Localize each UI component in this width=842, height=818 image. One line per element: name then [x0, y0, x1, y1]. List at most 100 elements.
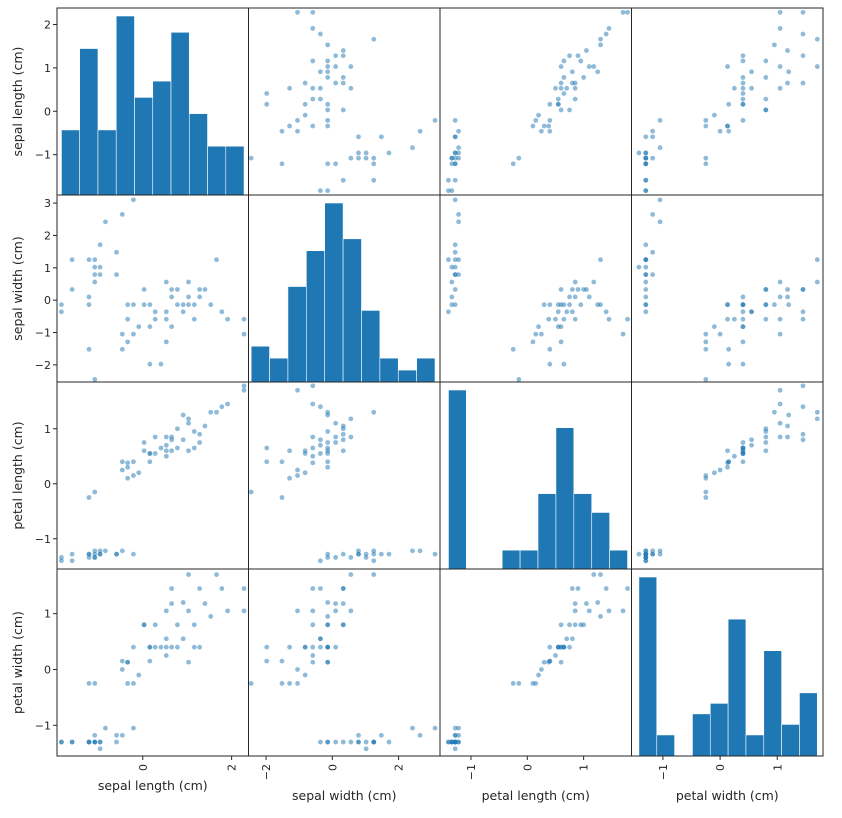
scatter-point [785, 48, 790, 53]
scatter-point [777, 25, 783, 31]
scatter-point [310, 25, 316, 31]
scatter-point [371, 739, 377, 745]
scatter-point [169, 287, 175, 292]
scatter-point [325, 600, 331, 605]
scatter-point [371, 177, 377, 183]
scatter-point [325, 429, 331, 434]
scatter-point [449, 188, 455, 194]
scatter-point [530, 339, 536, 345]
panel-frame [631, 7, 824, 196]
scatter-point [310, 9, 316, 15]
scatter-point [295, 467, 300, 473]
scatter-point [516, 377, 522, 382]
scatter-point [584, 287, 589, 292]
scatter-point [114, 732, 119, 738]
scatter-point [386, 150, 392, 156]
scatter-point [606, 608, 612, 614]
scatter-point [657, 117, 663, 123]
scatter-point [136, 672, 142, 678]
hist-bar [519, 549, 539, 569]
scatter-point [449, 279, 455, 285]
scatter-point [92, 264, 98, 270]
scatter-point [208, 614, 214, 619]
scatter-point [340, 48, 346, 53]
scatter-point [591, 279, 597, 285]
scatter-point [558, 659, 564, 665]
scatter-point [581, 75, 587, 80]
scatter-point [69, 558, 75, 564]
scatter-point [643, 161, 649, 167]
scatter-point [452, 746, 458, 752]
scatter-point [103, 219, 108, 225]
scatter-point [800, 431, 806, 437]
scatter-point [197, 294, 203, 300]
scatter-point [777, 64, 783, 69]
scatter-point [786, 412, 792, 418]
scatter-point [333, 53, 339, 59]
panel-content [446, 9, 630, 194]
scatter-point [356, 551, 361, 557]
scatter-point [555, 96, 561, 102]
scatter-point [295, 473, 300, 478]
scatter-point [325, 409, 331, 415]
scatter-point [333, 420, 339, 426]
scatter-point [595, 69, 601, 75]
scatter-point [208, 409, 214, 415]
scatter-point [763, 75, 769, 80]
scatter-point [295, 681, 300, 686]
scatter-point [186, 659, 191, 665]
scatter-point [643, 558, 649, 564]
scatter-point [302, 448, 308, 454]
scatter-point [131, 302, 136, 308]
scatter-point [191, 644, 197, 650]
scatter-point [287, 644, 292, 650]
scatter-point [310, 460, 316, 466]
scatter-point [650, 548, 656, 554]
scatter-point [800, 80, 806, 86]
scatter-point [97, 739, 103, 745]
scatter-point [363, 150, 369, 156]
scatter-point [726, 361, 732, 367]
scatter-point [726, 101, 732, 107]
panel-content [248, 9, 438, 194]
scatter-point [553, 653, 558, 658]
scatter-point [103, 725, 108, 731]
scatter-point [763, 96, 769, 102]
scatter-point [356, 732, 361, 738]
scatter-point [333, 64, 339, 69]
scatter-point [158, 445, 164, 451]
y-tick-label: 2 [44, 229, 51, 242]
scatter-point [452, 739, 458, 745]
scatter-point [175, 287, 180, 292]
y-axis-label: sepal width (cm) [10, 236, 25, 340]
hist-bar [269, 357, 289, 382]
scatter-point [740, 302, 746, 308]
x-tick-label: 1 [771, 764, 784, 771]
scatter-point [446, 257, 451, 263]
hist-bar [134, 97, 154, 195]
scatter-point [279, 658, 285, 664]
scatter-point [620, 9, 626, 15]
scatter-point [197, 586, 203, 591]
hist-bar [361, 310, 381, 382]
scatter-point [446, 177, 451, 183]
scatter-point [569, 69, 575, 75]
scatter-point [777, 294, 783, 300]
scatter-point [340, 448, 346, 454]
scatter-point [214, 409, 219, 415]
scatter-point [763, 440, 769, 445]
scatter-point [456, 150, 461, 156]
scatter-point [711, 324, 717, 330]
hist-bar [324, 202, 344, 382]
scatter-point [567, 622, 572, 628]
scatter-point [119, 658, 125, 664]
scatter-point [186, 448, 191, 454]
y-tick-label: 1 [44, 62, 51, 75]
scatter-point [363, 155, 369, 161]
scatter-point [456, 739, 461, 745]
x-tick-label: 2 [226, 764, 239, 771]
scatter-point [371, 548, 377, 554]
scatter-point [449, 739, 455, 745]
scatter-point [295, 387, 300, 393]
scatter-point [125, 464, 131, 470]
